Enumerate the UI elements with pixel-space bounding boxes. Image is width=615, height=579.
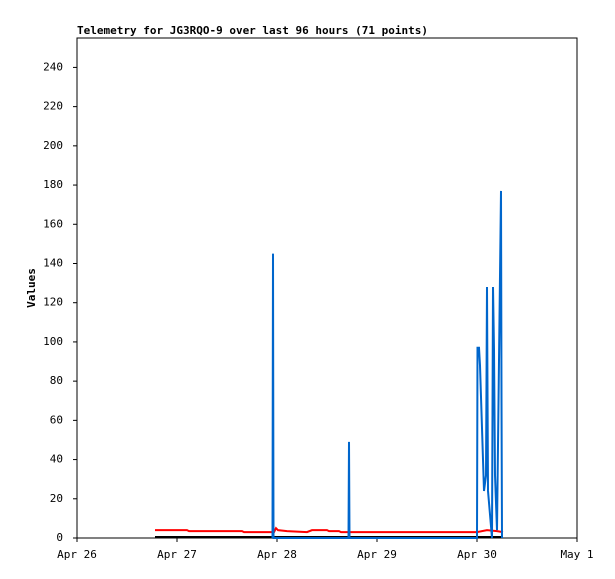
y-tick-label: 80: [50, 374, 63, 387]
x-tick-label: Apr 27: [157, 548, 197, 561]
x-tick-label: May 1: [560, 548, 593, 561]
y-tick-label: 240: [43, 60, 63, 73]
y-tick-label: 140: [43, 256, 63, 269]
y-tick-label: 120: [43, 296, 63, 309]
x-tick-label: Apr 29: [357, 548, 397, 561]
x-tick-label: Apr 30: [457, 548, 497, 561]
series-line: [155, 526, 504, 534]
series-line: [271, 190, 503, 539]
y-tick-label: 40: [50, 453, 63, 466]
x-tick-label: Apr 28: [257, 548, 297, 561]
y-tick-label: 20: [50, 492, 63, 505]
y-tick-label: 180: [43, 178, 63, 191]
y-tick-label: 220: [43, 100, 63, 113]
chart-title: Telemetry for JG3RQO-9 over last 96 hour…: [77, 24, 428, 37]
y-axis-label: Values: [25, 268, 38, 308]
y-tick-label: 200: [43, 139, 63, 152]
y-tick-label: 100: [43, 335, 63, 348]
y-tick-label: 160: [43, 217, 63, 230]
y-tick-label: 60: [50, 413, 63, 426]
y-tick-label: 0: [56, 531, 63, 544]
x-tick-label: Apr 26: [57, 548, 97, 561]
